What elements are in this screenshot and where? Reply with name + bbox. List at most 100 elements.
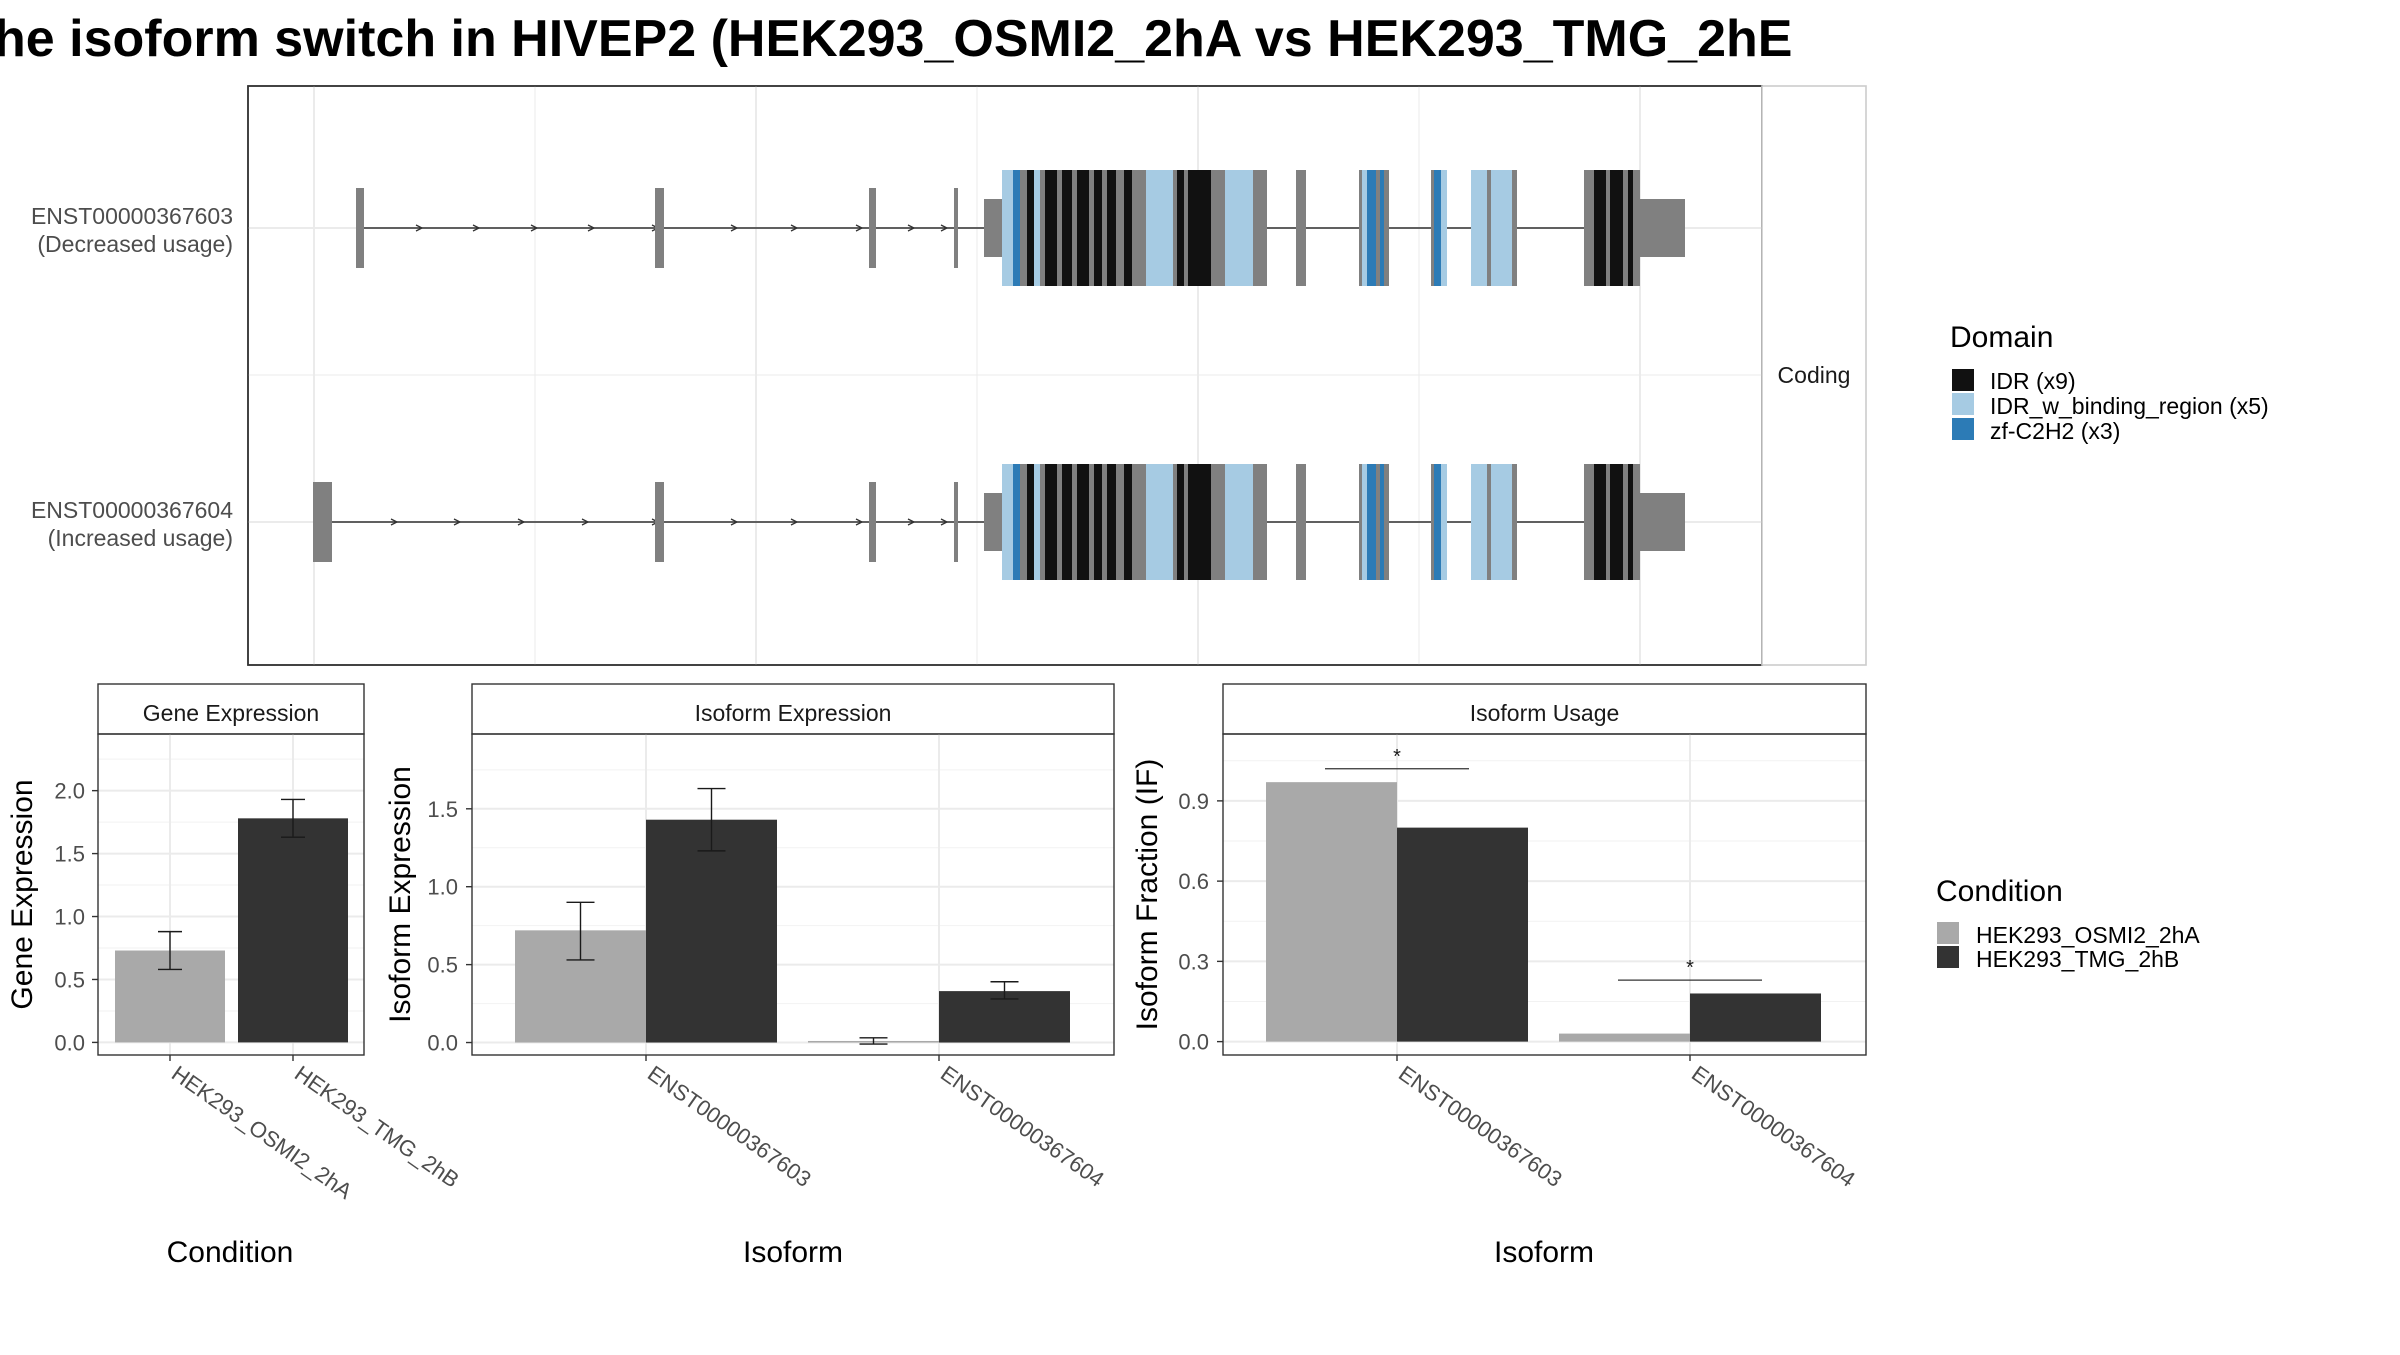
transcript-track-2: [313, 464, 1685, 580]
y-axis-title: Gene Expression: [6, 779, 39, 1009]
y-tick-label: 0.5: [54, 967, 85, 992]
coding-exon-segment: [1124, 170, 1132, 286]
coding-exon-segment: [1062, 464, 1072, 580]
coding-exon-segment: [1116, 170, 1124, 286]
utr-exon: [356, 188, 364, 268]
coding-exon-segment: [1045, 464, 1057, 580]
transcript-label-2: ENST00000367604: [31, 497, 233, 523]
y-tick-label: 0.0: [54, 1030, 85, 1055]
figure-title: he isoform switch in HIVEP2 (HEK293_OSMI…: [0, 10, 1792, 68]
facet-strip: [1761, 85, 1867, 666]
coding-exon-segment: [1253, 464, 1267, 580]
utr-exon: [984, 493, 1002, 551]
intron-direction-arrow: [587, 224, 596, 232]
facet-strip-label: Coding: [1778, 362, 1851, 388]
coding-exon-segment: [1089, 464, 1094, 580]
condition-legend: Condition HEK293_OSMI2_2hA HEK293_TMG_2h…: [1936, 875, 2200, 972]
coding-exon-segment: [1376, 170, 1380, 286]
coding-exon-segment: [1045, 170, 1057, 286]
error-bar: [859, 1037, 888, 1045]
coding-exon-segment: [1384, 464, 1389, 580]
coding-exon-segment: [1584, 170, 1594, 286]
plot-border: [1222, 733, 1867, 1056]
coding-exon-segment: [1359, 170, 1362, 286]
coding-exon-segment: [1034, 170, 1040, 286]
utr-exon: [313, 482, 332, 562]
coding-exon-segment: [1002, 464, 1013, 580]
coding-exon-segment: [1594, 464, 1606, 580]
utr-exon: [984, 199, 1002, 257]
coding-exon-segment: [1441, 170, 1447, 286]
error-bar: [990, 981, 1019, 1000]
error-bar: [158, 930, 182, 971]
error-bar: [566, 901, 595, 961]
x-tick-label: ENST00000367603: [1394, 1061, 1567, 1192]
bar-HEK293_TMG_2hB-ENST00000367604: [1690, 993, 1821, 1042]
y-tick-label: 2.0: [54, 779, 85, 804]
coding-exon-segment: [1225, 464, 1253, 580]
intron-direction-arrow: [855, 224, 864, 232]
transcript-structure-panel: Coding ENST00000367603 (Decreased usage)…: [31, 85, 1867, 666]
intron-direction-arrow: [940, 224, 949, 232]
bar-HEK293_OSMI2_2hA-ENST00000367603: [1266, 782, 1397, 1042]
coding-exon-segment: [1094, 464, 1102, 580]
coding-exon-segment: [1633, 170, 1640, 286]
coding-exon-segment: [1471, 170, 1487, 286]
legend-label-idr: IDR (x9): [1990, 368, 2076, 394]
coding-exon-segment: [1253, 170, 1267, 286]
panel-strip-title: Gene Expression: [143, 700, 319, 726]
coding-exon-segment: [1376, 464, 1380, 580]
coding-exon-segment: [1124, 464, 1132, 580]
utr-exon: [869, 188, 876, 268]
intron-direction-arrow: [730, 224, 739, 232]
coding-exon-segment: [1013, 170, 1020, 286]
coding-exon-segment: [1434, 464, 1441, 580]
coding-exon-segment: [1102, 170, 1107, 286]
coding-exon-segment: [1606, 464, 1610, 580]
bar-panel-1: Gene Expression0.00.51.01.52.0HEK293_OSM…: [6, 683, 464, 1269]
coding-exon-segment: [1211, 464, 1225, 580]
coding-exon-segment: [1362, 464, 1367, 580]
coding-exon-segment: [1177, 464, 1184, 580]
coding-exon-segment: [1362, 170, 1367, 286]
coding-exon-segment: [1211, 170, 1225, 286]
coding-exon-segment: [1107, 170, 1116, 286]
bar-HEK293_TMG_2hB-ENST00000367604: [939, 991, 1070, 1043]
x-tick-label: ENST00000367603: [643, 1061, 816, 1192]
coding-exon-segment: [1188, 464, 1211, 580]
domain-legend-title: Domain: [1950, 321, 2053, 354]
y-axis-title: Isoform Fraction (IF): [1131, 759, 1164, 1031]
y-tick-label: 0.6: [1178, 869, 1209, 894]
coding-exon-segment: [1487, 170, 1491, 286]
intron-direction-arrow: [907, 224, 916, 232]
coding-exon-segment: [1491, 464, 1512, 580]
bar-HEK293_TMG_2hB: [238, 818, 348, 1043]
domain-legend: Domain IDR (x9) IDR_w_binding_region (x5…: [1950, 321, 2269, 444]
coding-exon-segment: [1020, 464, 1027, 580]
coding-exon-segment: [1512, 464, 1517, 580]
x-axis-title: Isoform: [1494, 1236, 1594, 1269]
legend-label-tmg: HEK293_TMG_2hB: [1976, 946, 2179, 972]
coding-exon-segment: [1380, 464, 1384, 580]
coding-exon-segment: [1072, 170, 1077, 286]
coding-exon-segment: [1146, 464, 1173, 580]
coding-exon-segment: [1471, 464, 1487, 580]
coding-exon-segment: [1441, 464, 1447, 580]
coding-exon-segment: [1610, 170, 1623, 286]
intron-direction-arrow: [517, 518, 526, 526]
coding-exon-segment: [1057, 170, 1062, 286]
panel-strip: [471, 683, 1115, 735]
plot-border: [97, 733, 365, 1056]
intron-direction-arrow: [940, 518, 949, 526]
intron-direction-arrow: [790, 518, 799, 526]
coding-exon-segment: [1610, 464, 1623, 580]
panel-strip-title: Isoform Usage: [1470, 700, 1620, 726]
y-tick-label: 0.3: [1178, 949, 1209, 974]
coding-exon-segment: [1628, 464, 1633, 580]
coding-exon-segment: [1132, 170, 1141, 286]
coding-exon-segment: [1633, 464, 1640, 580]
coding-exon-segment: [1027, 170, 1034, 286]
bar-HEK293_TMG_2hB-ENST00000367603: [1397, 827, 1528, 1042]
